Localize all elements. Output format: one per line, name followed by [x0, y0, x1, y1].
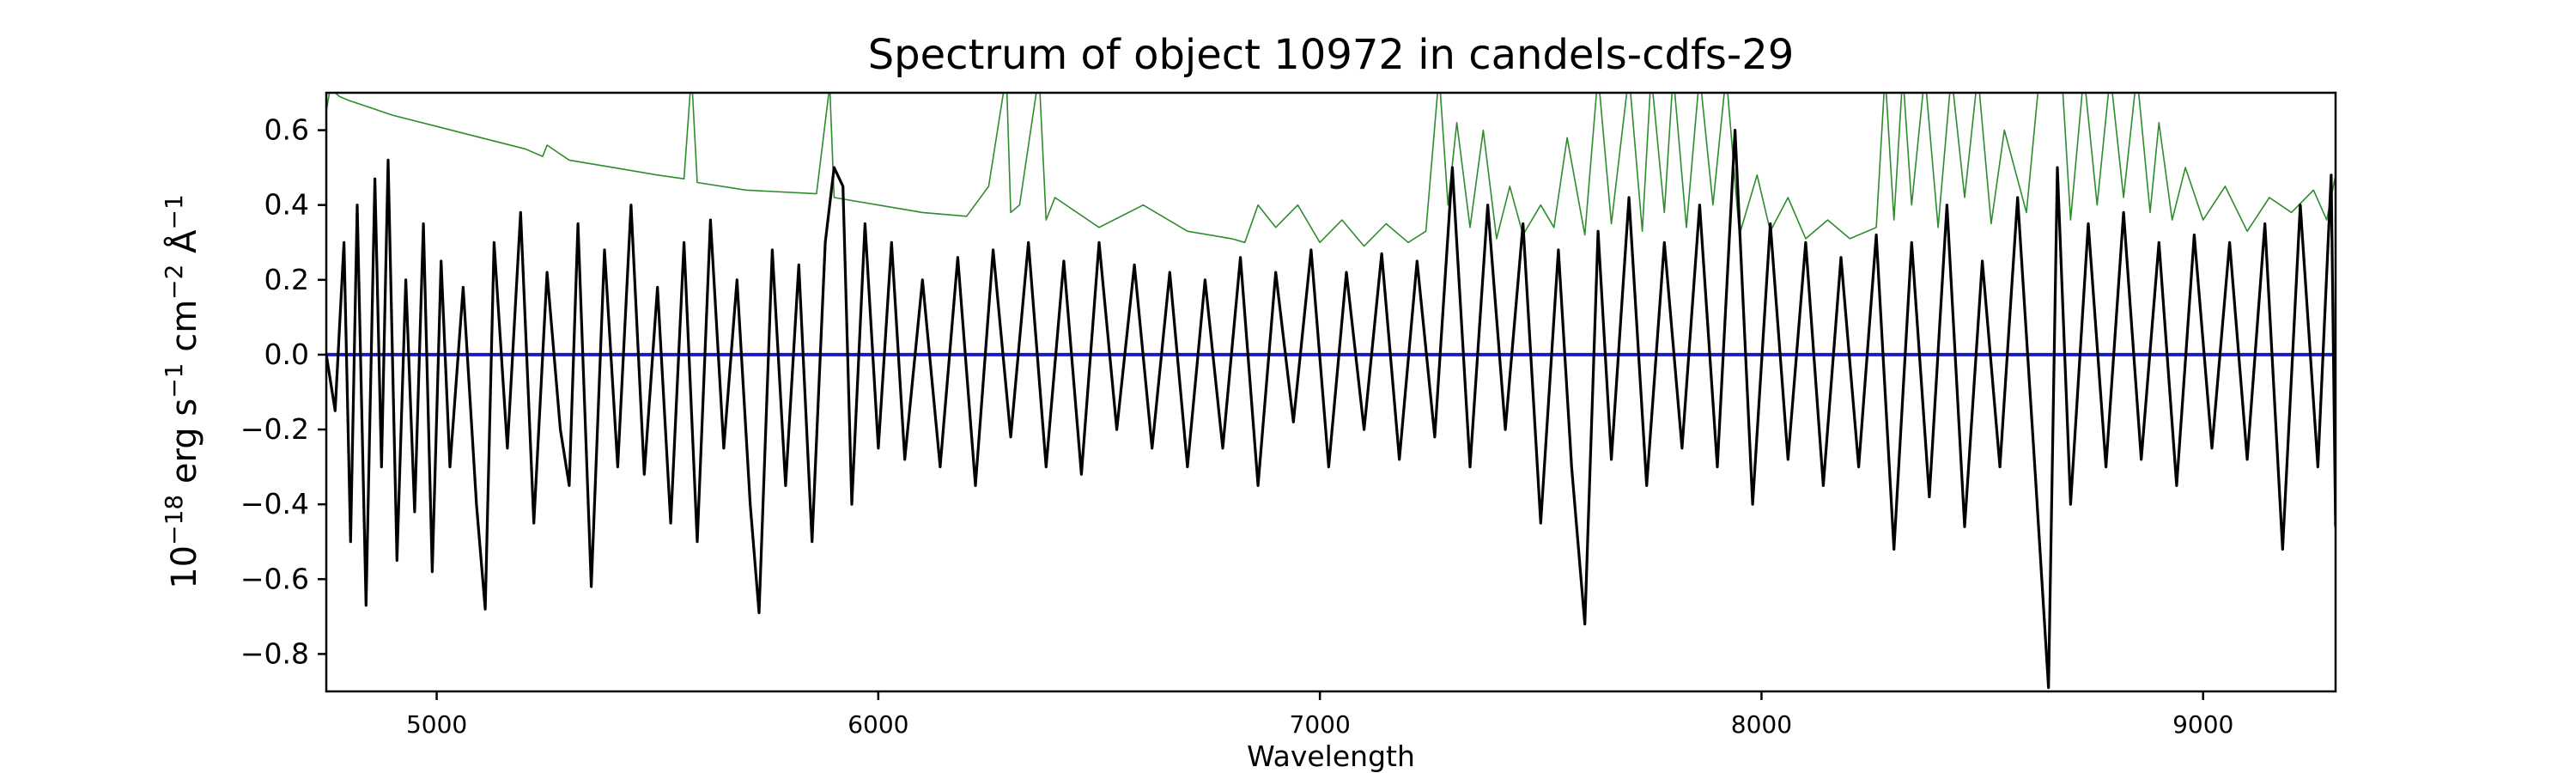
y-tick-label: −0.4 [240, 487, 309, 520]
y-tick-label: −0.8 [240, 636, 309, 670]
plot-frame [325, 91, 2337, 693]
y-label-exponent: −18 [160, 495, 188, 545]
y-label-part: erg s [165, 399, 204, 495]
y-label-part: −1 [160, 363, 188, 399]
chart-title: Spectrum of object 10972 in candels-cdfs… [868, 31, 1795, 79]
y-tick-label: −0.6 [240, 562, 309, 595]
flux-series-line [326, 129, 2336, 690]
x-tick-label: 5000 [406, 710, 467, 739]
x-tick-label: 7000 [1290, 710, 1351, 739]
y-tick-label: 0.2 [264, 263, 309, 296]
y-tick-label: −0.2 [240, 412, 309, 446]
y-label-part: −1 [160, 194, 188, 229]
x-tick-label: 6000 [848, 710, 908, 739]
y-axis-label: 10−18 erg s−1 cm−2 Å−1 [160, 194, 204, 589]
x-tick-label: 8000 [1731, 710, 1792, 739]
y-tick-label: 0.4 [264, 188, 309, 222]
x-tick-label: 9000 [2172, 710, 2233, 739]
y-label-part: Å [163, 229, 204, 265]
y-tick-label: 0.0 [264, 338, 309, 371]
sky-series-line [326, 93, 2336, 247]
plot-area [326, 93, 2336, 690]
y-axis: 0.6 0.4 0.2 0.0 −0.2 −0.4 −0.6 −0.8 [240, 113, 326, 670]
y-label-part: cm [165, 300, 204, 363]
y-label-base: 10 [165, 545, 204, 589]
y-label-part: −2 [160, 265, 188, 300]
x-axis: 5000 6000 7000 8000 9000 [406, 691, 2233, 739]
y-tick-label: 0.6 [264, 113, 309, 147]
x-axis-label: Wavelength [1247, 740, 1415, 773]
